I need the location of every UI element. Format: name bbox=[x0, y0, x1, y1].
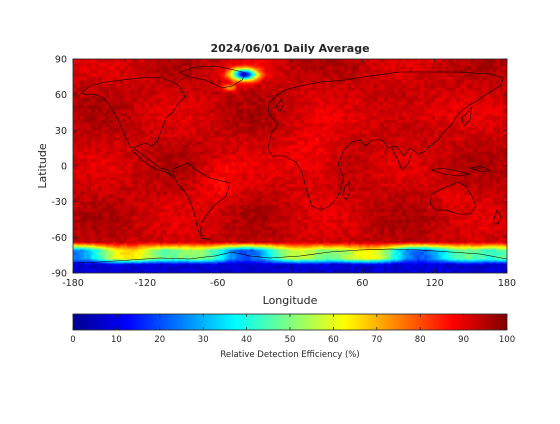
colorbar-tick-label: 20 bbox=[154, 335, 165, 345]
colorbar-tick-label: 90 bbox=[458, 335, 469, 345]
x-tick-label: 0 bbox=[287, 278, 293, 289]
heatmap-field bbox=[73, 59, 507, 273]
colorbar-tick-label: 100 bbox=[499, 335, 515, 345]
colorbar-tick-label: 80 bbox=[415, 335, 426, 345]
x-axis-label: Longitude bbox=[263, 294, 318, 307]
colorbar-tick-label: 40 bbox=[241, 335, 252, 345]
coastlines bbox=[73, 65, 507, 264]
x-tick-label: -180 bbox=[62, 278, 84, 289]
y-axis: 90 60 30 0 -30 -60 -90 bbox=[51, 55, 507, 280]
y-tick-label: -90 bbox=[51, 269, 67, 280]
x-axis: -180 -120 -60 0 60 120 180 bbox=[62, 59, 516, 289]
colorbar: 0 10 20 30 40 50 60 70 80 90 100 Relative Detectio… bbox=[70, 313, 515, 360]
coastline-japan bbox=[461, 105, 473, 127]
x-tick-label: 120 bbox=[426, 278, 444, 289]
coastline-antarctica bbox=[73, 248, 507, 264]
coastline-new-zealand bbox=[492, 209, 502, 225]
colorbar-tick-label: 0 bbox=[70, 335, 75, 345]
coastline-indonesia bbox=[431, 167, 471, 177]
colorbar-tick-label: 50 bbox=[285, 335, 296, 345]
colorbar-tick-label: 30 bbox=[198, 335, 209, 345]
chart-title: 2024/06/01 Daily Average bbox=[210, 42, 369, 55]
y-tick-label: 0 bbox=[61, 162, 67, 173]
colorbar-label: Relative Detection Efficiency (%) bbox=[220, 350, 359, 360]
x-tick-label: 60 bbox=[356, 278, 368, 289]
y-tick-label: 90 bbox=[55, 55, 67, 66]
coastline-australia bbox=[429, 181, 477, 215]
coastline-new-guinea bbox=[469, 165, 491, 173]
coastline-north-america bbox=[80, 76, 186, 177]
coastline-madagascar bbox=[342, 182, 351, 201]
colorbar-ticks: 0 10 20 30 40 50 60 70 80 90 100 bbox=[70, 314, 515, 345]
y-tick-label: -60 bbox=[51, 233, 67, 244]
plot-area bbox=[73, 59, 507, 273]
y-axis-label: Latitude bbox=[36, 143, 49, 189]
coastline-india bbox=[391, 147, 413, 171]
x-tick-label: 180 bbox=[498, 278, 516, 289]
x-tick-label: -60 bbox=[210, 278, 226, 289]
colorbar-tick-label: 70 bbox=[371, 335, 382, 345]
colorbar-tick-label: 10 bbox=[111, 335, 122, 345]
y-tick-label: -30 bbox=[51, 197, 67, 208]
coastline-greenland bbox=[179, 65, 247, 89]
colorbar-tick-label: 60 bbox=[328, 335, 339, 345]
y-tick-label: 60 bbox=[55, 90, 67, 101]
x-tick-label: -120 bbox=[135, 278, 157, 289]
coastline-south-america bbox=[172, 162, 231, 241]
coastline-uk bbox=[275, 99, 285, 113]
coastline-eurasia bbox=[267, 71, 505, 211]
y-tick-label: 30 bbox=[55, 126, 67, 137]
